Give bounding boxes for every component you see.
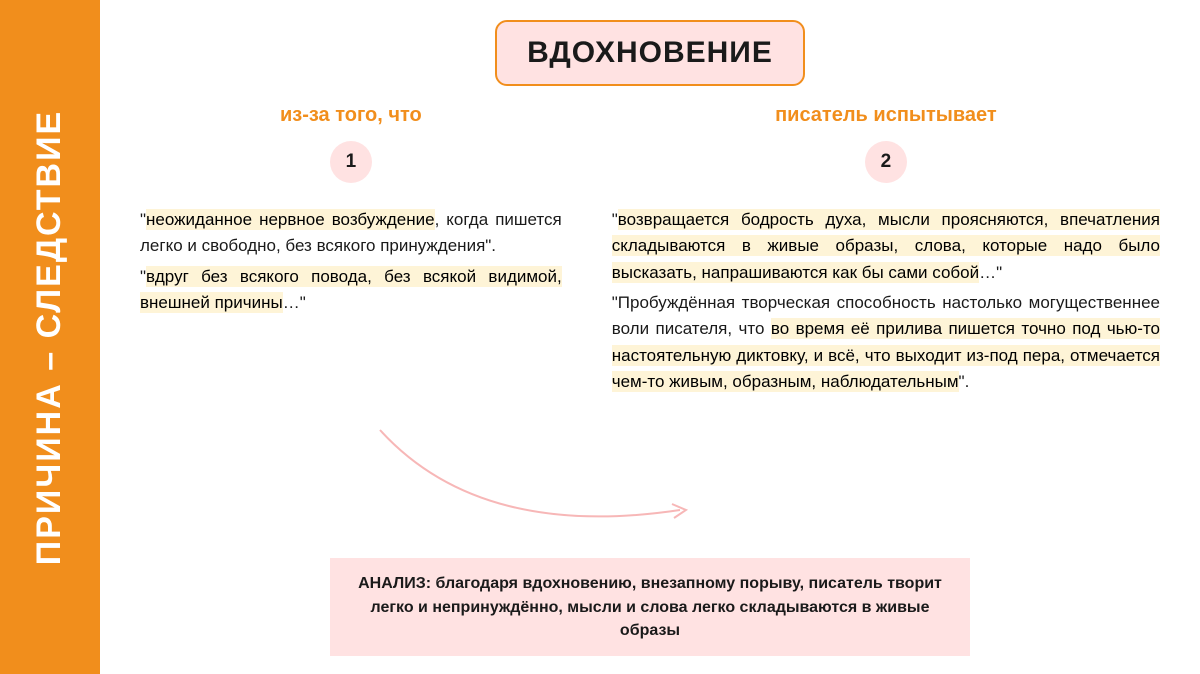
- badge-2: 2: [865, 141, 907, 183]
- column-right: писатель испытывает 2 "возвращается бодр…: [612, 104, 1160, 399]
- column-left: из-за того, что 1 "неожиданное нервное в…: [140, 104, 562, 399]
- analysis-box: АНАЛИЗ: благодаря вдохновению, внезапном…: [330, 558, 970, 656]
- col-left-body: "неожиданное нервное возбуждение, когда …: [140, 207, 562, 320]
- analysis-label: АНАЛИЗ:: [358, 575, 431, 592]
- quote-paragraph: "возвращается бодрость духа, мысли прояс…: [612, 207, 1160, 286]
- analysis-text: благодаря вдохновению, внезапному порыву…: [371, 575, 942, 638]
- col-right-body: "возвращается бодрость духа, мысли прояс…: [612, 207, 1160, 399]
- badge-1: 1: [330, 141, 372, 183]
- arrow-icon: [360, 420, 720, 560]
- sidebar-label: ПРИЧИНА – СЛЕДСТВИЕ: [31, 109, 70, 564]
- main-content: ВДОХНОВЕНИЕ из-за того, что 1 "неожиданн…: [100, 0, 1200, 674]
- columns: из-за того, что 1 "неожиданное нервное в…: [140, 104, 1160, 399]
- title-box: ВДОХНОВЕНИЕ: [495, 20, 805, 86]
- col-left-heading: из-за того, что: [280, 104, 422, 127]
- quote-paragraph: "неожиданное нервное возбуждение, когда …: [140, 207, 562, 260]
- quote-paragraph: "Пробуждённая творческая способность нас…: [612, 290, 1160, 395]
- quote-paragraph: "вдруг без всякого повода, без всякой ви…: [140, 264, 562, 317]
- sidebar: ПРИЧИНА – СЛЕДСТВИЕ: [0, 0, 100, 674]
- col-right-heading: писатель испытывает: [775, 104, 997, 127]
